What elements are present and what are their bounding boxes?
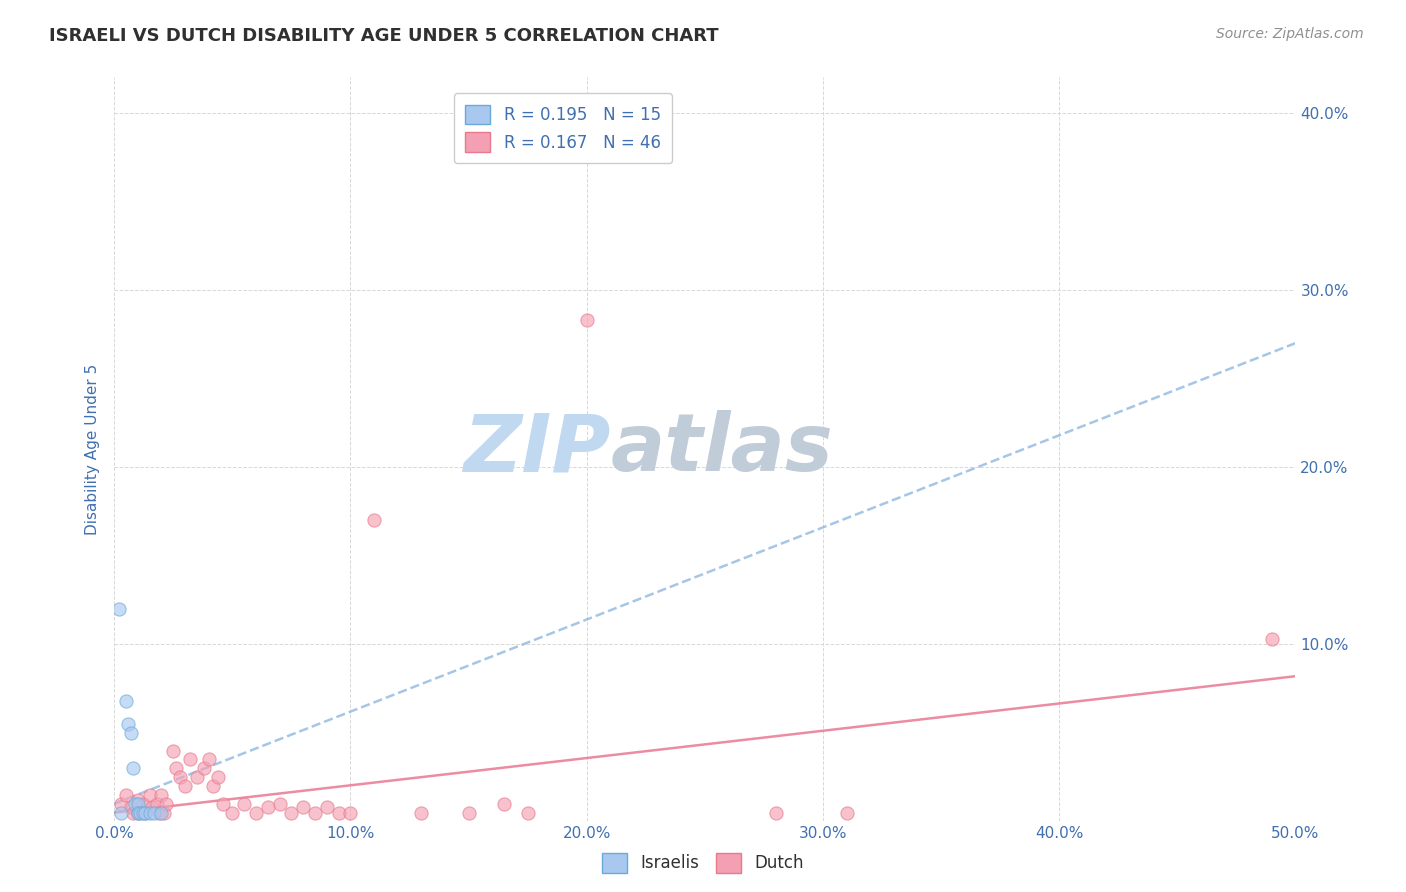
Point bbox=[110, 797, 132, 811]
Point bbox=[131, 797, 153, 811]
Point bbox=[162, 743, 184, 757]
Point bbox=[138, 788, 160, 802]
Point bbox=[143, 805, 166, 820]
Point bbox=[134, 805, 156, 820]
Point bbox=[575, 313, 598, 327]
Point bbox=[256, 800, 278, 814]
Y-axis label: Disability Age Under 5: Disability Age Under 5 bbox=[86, 364, 100, 535]
Point bbox=[186, 770, 208, 784]
Point bbox=[457, 805, 479, 820]
Point bbox=[221, 805, 243, 820]
Point bbox=[120, 726, 142, 740]
Point bbox=[492, 797, 515, 811]
Text: atlas: atlas bbox=[610, 410, 834, 489]
Point bbox=[117, 717, 139, 731]
Point bbox=[193, 761, 215, 775]
Point bbox=[1261, 632, 1284, 646]
Legend: R = 0.195   N = 15, R = 0.167   N = 46: R = 0.195 N = 15, R = 0.167 N = 46 bbox=[454, 93, 672, 163]
Point bbox=[127, 793, 149, 807]
Point bbox=[339, 805, 361, 820]
Point bbox=[110, 805, 132, 820]
Point bbox=[150, 805, 173, 820]
Point bbox=[363, 513, 385, 527]
Point bbox=[108, 602, 131, 616]
Point bbox=[835, 805, 858, 820]
Point bbox=[212, 797, 235, 811]
Point bbox=[165, 761, 187, 775]
Point bbox=[269, 797, 291, 811]
Point bbox=[245, 805, 267, 820]
Point bbox=[197, 752, 219, 766]
Point bbox=[516, 805, 538, 820]
Point bbox=[120, 800, 142, 814]
Point bbox=[315, 800, 337, 814]
Point bbox=[280, 805, 302, 820]
Point bbox=[124, 797, 146, 811]
Point bbox=[150, 788, 173, 802]
Point bbox=[131, 805, 153, 820]
Point bbox=[138, 805, 160, 820]
Point bbox=[304, 805, 326, 820]
Text: Source: ZipAtlas.com: Source: ZipAtlas.com bbox=[1216, 27, 1364, 41]
Point bbox=[292, 800, 315, 814]
Point bbox=[115, 788, 138, 802]
Point bbox=[411, 805, 433, 820]
Point bbox=[169, 770, 191, 784]
Point bbox=[127, 805, 149, 820]
Point bbox=[328, 805, 350, 820]
Point bbox=[122, 805, 145, 820]
Point bbox=[141, 800, 163, 814]
Text: ZIP: ZIP bbox=[463, 410, 610, 489]
Point bbox=[765, 805, 787, 820]
Point bbox=[115, 694, 138, 708]
Point bbox=[129, 805, 152, 820]
Point bbox=[122, 761, 145, 775]
Point bbox=[148, 805, 170, 820]
Point bbox=[233, 797, 256, 811]
Point bbox=[127, 797, 149, 811]
Point bbox=[202, 779, 225, 793]
Point bbox=[207, 770, 229, 784]
Legend: Israelis, Dutch: Israelis, Dutch bbox=[596, 847, 810, 880]
Point bbox=[155, 797, 177, 811]
Text: ISRAELI VS DUTCH DISABILITY AGE UNDER 5 CORRELATION CHART: ISRAELI VS DUTCH DISABILITY AGE UNDER 5 … bbox=[49, 27, 718, 45]
Point bbox=[153, 805, 176, 820]
Point bbox=[134, 805, 156, 820]
Point bbox=[179, 752, 201, 766]
Point bbox=[174, 779, 197, 793]
Point bbox=[145, 797, 167, 811]
Point bbox=[127, 805, 149, 820]
